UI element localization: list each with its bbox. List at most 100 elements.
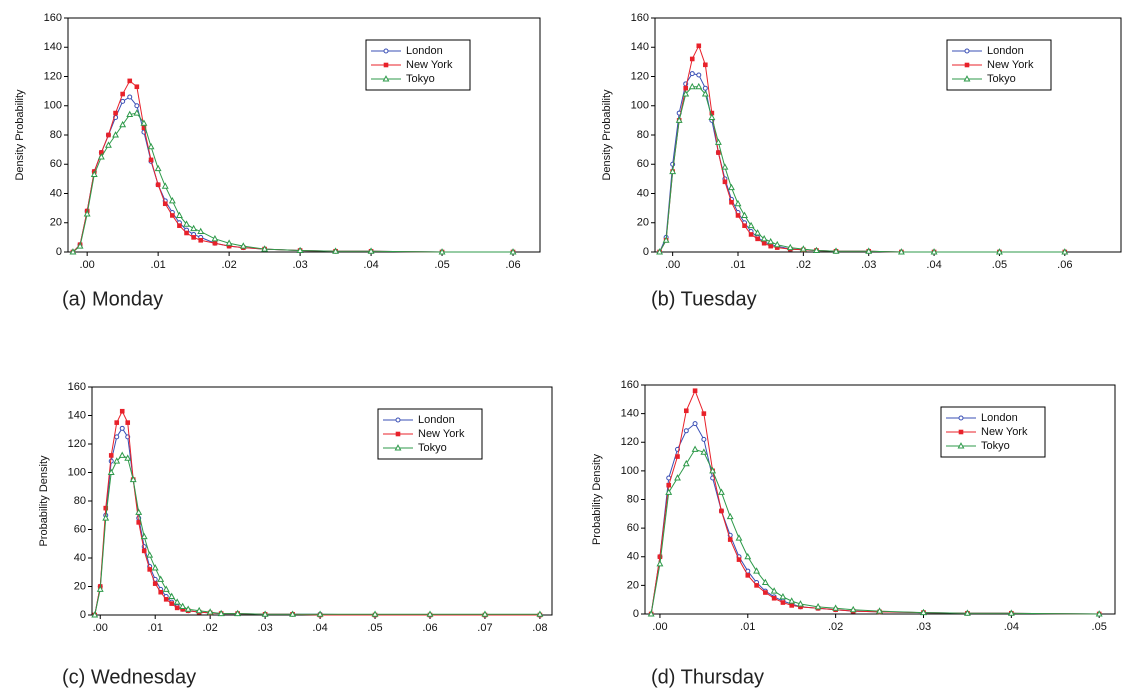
legend-marker (395, 431, 401, 437)
y-tick-label: 140 (631, 41, 649, 53)
point (113, 457, 121, 464)
point (709, 467, 717, 474)
point (683, 428, 689, 434)
y-axis-label: Density Probability (14, 89, 26, 181)
y-axis-label: Density Probability (601, 89, 613, 181)
point (134, 84, 140, 90)
point (96, 585, 104, 592)
point (726, 512, 734, 520)
y-tick-label: 60 (637, 158, 649, 170)
point (174, 605, 180, 611)
y-tick-label: 20 (50, 217, 62, 229)
point (788, 597, 796, 604)
point (754, 583, 759, 588)
point (716, 150, 721, 155)
point (124, 454, 132, 461)
point (786, 243, 794, 251)
x-tick-label: .05 (367, 622, 382, 634)
legend-label: New York (418, 428, 465, 440)
y-tick-label: 20 (637, 217, 649, 229)
point (161, 182, 169, 189)
point (814, 602, 822, 610)
y-tick-label: 80 (50, 129, 62, 141)
point (175, 211, 183, 218)
point (729, 199, 734, 205)
point (920, 608, 927, 616)
point (114, 434, 120, 440)
x-tick-label: .00 (80, 259, 95, 271)
point (141, 125, 147, 130)
point (211, 234, 219, 242)
y-tick-label: 120 (631, 70, 649, 82)
point (127, 78, 133, 84)
point (97, 153, 105, 160)
y-tick-label: 100 (631, 100, 649, 112)
point (832, 604, 840, 611)
point (177, 223, 182, 228)
point (708, 113, 716, 120)
point (140, 119, 148, 126)
y-tick-label: 40 (50, 187, 62, 199)
point (700, 448, 708, 455)
point (91, 611, 99, 618)
point (727, 537, 733, 542)
point (669, 167, 677, 175)
point (703, 62, 708, 68)
point (675, 454, 680, 459)
legend-marker (383, 48, 389, 54)
point (771, 595, 777, 601)
point (748, 232, 754, 237)
point (536, 610, 544, 617)
x-tick-label: .05 (992, 259, 1007, 271)
chart-panel: 0 20 40 60 80 100 120 140 160 .00 .01 .02 .03 .04 .05.… (14, 12, 541, 310)
y-tick-label: 20 (627, 579, 639, 591)
point (212, 240, 218, 246)
point (289, 610, 297, 617)
point (735, 534, 743, 541)
point (118, 451, 126, 458)
point (184, 230, 189, 236)
point (190, 224, 198, 232)
x-tick-label: .05 (434, 259, 449, 271)
legend-marker (957, 442, 965, 449)
point (261, 245, 269, 252)
point (69, 248, 77, 255)
legend-marker (383, 62, 389, 68)
point (692, 421, 698, 427)
point (120, 91, 125, 97)
point (173, 598, 181, 605)
point (157, 575, 165, 582)
point (701, 436, 707, 442)
chart-panel: 0 20 40 60 80 100 120 140 160 .00 .01 .02 .03 .04 .05.… (601, 12, 1122, 310)
point (129, 475, 137, 483)
legend-label: London (981, 412, 1018, 424)
point (770, 587, 778, 594)
point (90, 170, 98, 177)
x-tick-label: .01 (740, 621, 755, 633)
point (102, 514, 110, 521)
caption: (d) Thursday (651, 666, 764, 688)
y-tick-label: 120 (621, 436, 639, 448)
x-tick-label: .07 (477, 622, 492, 634)
series-line (72, 112, 514, 253)
point (714, 138, 722, 145)
point (195, 606, 203, 614)
point (779, 592, 787, 600)
point (662, 236, 670, 243)
point (106, 132, 111, 138)
x-tick-label: .06 (505, 259, 520, 271)
legend-label: Tokyo (406, 73, 435, 85)
y-tick-label: 100 (68, 466, 86, 478)
point (780, 600, 786, 605)
point (897, 248, 905, 255)
point (763, 590, 768, 595)
legend-label: London (406, 45, 443, 57)
point (426, 610, 434, 617)
point (126, 110, 134, 118)
x-tick-label: .02 (796, 259, 811, 271)
point (234, 609, 242, 617)
legend-marker (958, 415, 964, 421)
point (701, 90, 709, 97)
point (112, 131, 119, 138)
point (747, 221, 755, 229)
